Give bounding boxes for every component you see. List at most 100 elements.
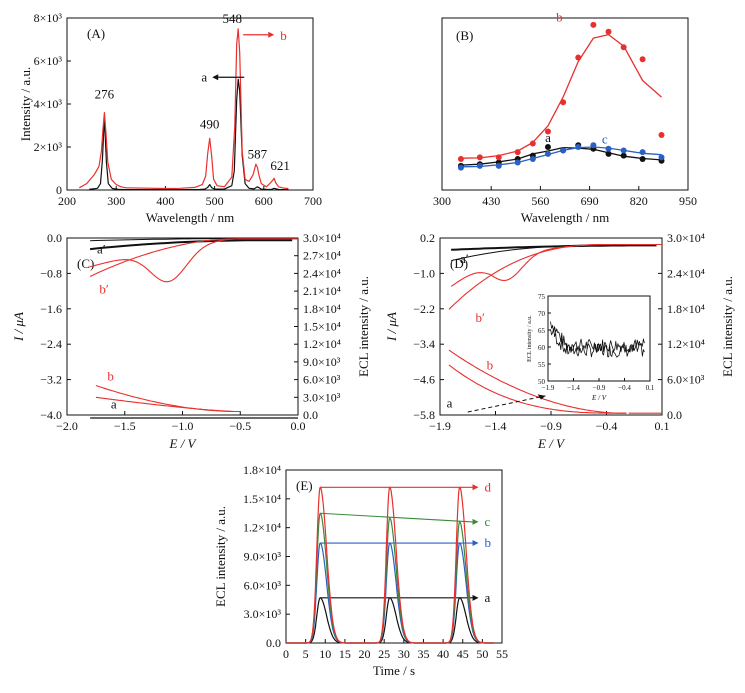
y-tick-label: −2.4: [40, 337, 62, 351]
series-c-arrow: [320, 512, 473, 523]
x-axis-label: Time / s: [373, 663, 415, 678]
x-tick-label: −0.9: [540, 419, 562, 433]
cv-b-prime-return: [89, 238, 298, 277]
inset-y-tick-label: 55: [538, 361, 546, 369]
x-tick-label: −0.4: [596, 419, 618, 433]
x-tick-label: 35: [417, 647, 429, 661]
panel-d: −1.9 −1.4 −0.9 −0.4 0.1 −5.8 −4.6 −3.4 −2.2 −1.0 0…: [384, 231, 735, 451]
series-label-a-prime: a′: [460, 251, 469, 266]
y2-tick-label: 1.8×10⁴: [303, 302, 341, 316]
x-tick-label: 0.1: [655, 419, 670, 433]
x-tick-label: −1.4: [485, 419, 507, 433]
inset-y-tick-label: 70: [538, 310, 546, 318]
y-axis-label: I / μA: [384, 312, 399, 342]
x-axis-label: E / V: [537, 436, 566, 451]
series-a-point: [544, 144, 551, 150]
series-label-a: a: [111, 396, 117, 411]
cv-a-prime-forward: [89, 239, 293, 251]
y-tick-label: 6.0×10³: [244, 578, 282, 592]
series-label-d: d: [485, 479, 492, 494]
inset-x-label: E / V: [591, 394, 607, 402]
series-c-point: [560, 147, 567, 154]
series-label-c: c: [485, 514, 491, 529]
series-label-b-prime: b′: [476, 310, 486, 325]
y-tick-label: −1.6: [40, 302, 62, 316]
series-c-point: [514, 159, 521, 166]
y-tick-label: 1.8×10⁴: [243, 463, 281, 477]
panel-label: (B): [456, 28, 473, 43]
series-b-fit: [460, 33, 662, 159]
y2-tick-label: 6.0×10³: [303, 373, 341, 387]
y-tick-label: −4.6: [413, 373, 435, 387]
inset-x-tick-label: −1.4: [567, 384, 580, 392]
series-b-point: [514, 149, 521, 156]
y-tick-label: −5.8: [413, 408, 435, 422]
series-c-point: [457, 164, 464, 171]
y2-tick-label: 0.0: [667, 408, 682, 422]
series-b-point: [620, 44, 627, 51]
x-axis-label: Wavelength / nm: [521, 210, 610, 225]
y-tick-label: 0.0: [47, 231, 62, 245]
series-a-trace: [285, 597, 494, 644]
y-tick-label: −0.8: [40, 266, 62, 280]
series-b-point: [575, 54, 582, 61]
x-tick-label: 500: [206, 194, 224, 208]
y-tick-label: 9.0×10³: [244, 550, 282, 564]
x-tick-label: 55: [496, 647, 508, 661]
series-b-point: [639, 56, 646, 63]
inset-y-tick-label: 65: [538, 327, 546, 335]
x-tick-label: 10: [319, 647, 331, 661]
x-tick-label: 200: [58, 194, 76, 208]
inset-y-tick-label: 75: [538, 293, 546, 301]
series-label-b: b: [485, 535, 492, 550]
x-tick-label: 20: [359, 647, 371, 661]
inset-x-tick-label: −1.9: [542, 384, 555, 392]
cv-b-prime-return: [448, 243, 660, 310]
series-c-point: [605, 145, 612, 152]
x-tick-label: 300: [433, 194, 451, 208]
series-a-point: [639, 156, 646, 163]
y-tick-label: 2×10³: [34, 140, 63, 154]
y-tick-label: −2.2: [413, 302, 435, 316]
y-tick-label: −3.2: [40, 373, 62, 387]
series-c-point: [590, 142, 597, 149]
y2-tick-label: 3.0×10⁴: [303, 231, 341, 245]
y2-tick-label: 2.1×10⁴: [303, 284, 341, 298]
ecl-b-upper: [448, 349, 627, 414]
x-tick-label: 300: [107, 194, 125, 208]
x-tick-label: −1.0: [172, 419, 194, 433]
arrowhead-a: [212, 74, 219, 81]
series-c-point: [658, 154, 665, 161]
series-b-line: [79, 28, 289, 190]
series-b-point: [590, 21, 597, 28]
inset-trace-return: [550, 328, 645, 358]
series-c-arrowhead: [472, 518, 479, 525]
y-tick-label: 0.2: [420, 231, 435, 245]
series-label-c: c: [602, 132, 608, 147]
inset-x-tick-label: −0.4: [618, 384, 631, 392]
series-label-a-prime: a′: [97, 241, 106, 256]
y2-tick-label: 1.5×10⁴: [303, 320, 341, 334]
y2-tick-label: 2.4×10⁴: [667, 266, 705, 280]
x-tick-label: 600: [255, 194, 273, 208]
panel-e: 0 5 10 15 20 25 30 35 40 45 50 55 0.0 3.0×10³ 6.0×10³ 9…: [213, 463, 508, 678]
y-axis-label: Intensity / a.u.: [18, 67, 33, 141]
x-tick-label: −2.0: [56, 419, 78, 433]
plot-frame: [66, 237, 299, 416]
y-axis-label: I / μA: [11, 312, 26, 342]
series-c-point: [620, 147, 627, 154]
series-label-a: a: [447, 396, 453, 411]
series-c-point: [639, 149, 646, 156]
series-a-point: [605, 150, 612, 157]
panel-label: (A): [87, 26, 105, 41]
x-tick-label: 0: [283, 647, 289, 661]
series-label-a: a: [545, 130, 551, 145]
cv-b-prime-forward: [450, 243, 662, 287]
panel-label: (C): [77, 256, 94, 271]
y2-tick-label: 9.0×10³: [303, 355, 341, 369]
series-b-point: [560, 99, 567, 106]
y-tick-label: 0.0: [266, 636, 281, 650]
panel-label: (E): [296, 478, 313, 493]
y-tick-label: −1.0: [413, 266, 435, 280]
